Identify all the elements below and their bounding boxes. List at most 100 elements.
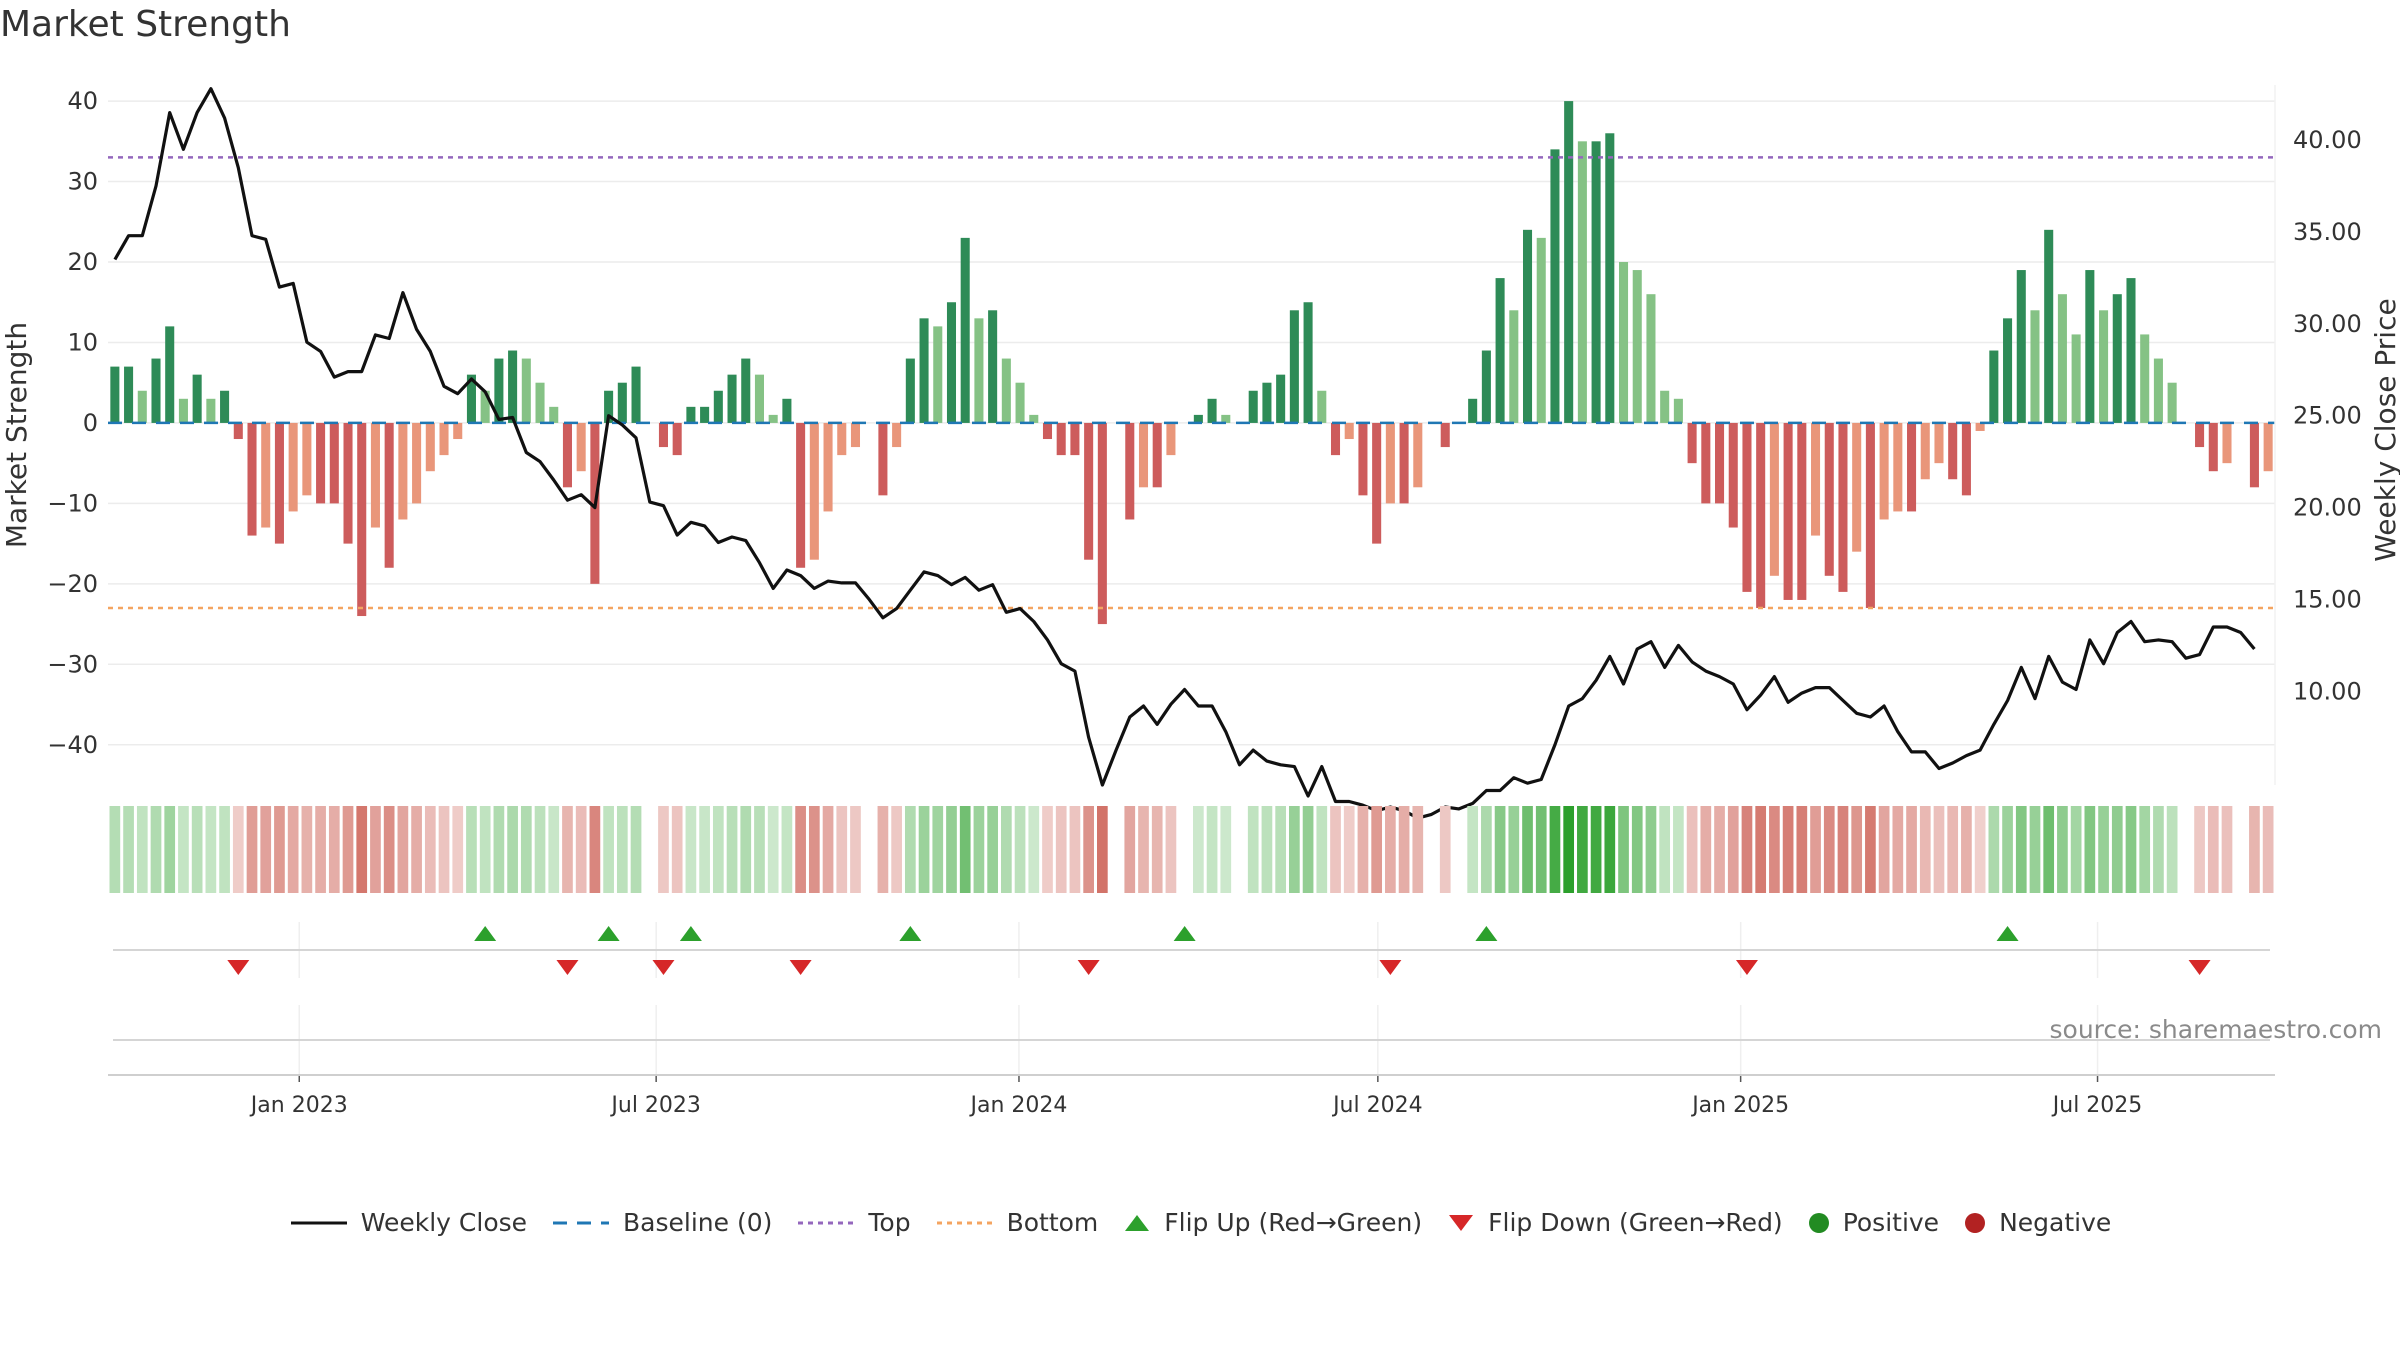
strength-bar bbox=[2003, 318, 2013, 423]
heat-cell bbox=[671, 806, 683, 893]
strength-bar bbox=[1838, 422, 1848, 592]
strength-bar bbox=[247, 422, 257, 536]
heat-cell bbox=[370, 806, 381, 893]
strength-bar bbox=[1715, 422, 1725, 504]
flip-up-marker bbox=[1173, 926, 1196, 941]
strength-bar bbox=[384, 422, 394, 568]
legend-label: Top bbox=[868, 1208, 911, 1237]
strength-bar bbox=[1001, 358, 1011, 423]
heat-cell bbox=[1645, 806, 1657, 893]
heat-cell bbox=[1385, 806, 1396, 893]
strength-bar bbox=[1317, 390, 1327, 423]
heat-cell bbox=[1357, 806, 1369, 893]
flip-down-marker bbox=[789, 960, 812, 975]
strength-bar bbox=[933, 326, 943, 423]
heat-cell bbox=[219, 806, 230, 893]
heat-cell bbox=[1193, 806, 1204, 893]
strength-bar bbox=[1125, 422, 1135, 520]
y2-tick-label: 40.00 bbox=[2293, 126, 2362, 154]
strength-bar bbox=[576, 422, 586, 472]
legend-close-swatch-icon bbox=[290, 1221, 347, 1224]
heat-cell bbox=[1631, 806, 1643, 893]
heat-cell bbox=[2166, 806, 2178, 893]
legend-item-close: Weekly Close bbox=[289, 1208, 527, 1237]
x-tick-label: Jan 2025 bbox=[1690, 1093, 1789, 1118]
heat-cell bbox=[616, 806, 628, 893]
strength-bar bbox=[2222, 422, 2232, 464]
heat-cell bbox=[1590, 806, 1602, 893]
strength-bar bbox=[1550, 149, 1560, 423]
flip-up-marker bbox=[474, 926, 497, 941]
heat-cell bbox=[2153, 806, 2164, 893]
strength-bar bbox=[1015, 382, 1025, 423]
legend-negative-swatch-icon bbox=[1965, 1212, 1986, 1233]
flip-up-marker bbox=[899, 926, 922, 941]
heat-cell bbox=[562, 806, 573, 893]
heat-cell bbox=[1371, 806, 1383, 893]
strength-bar bbox=[1262, 382, 1272, 423]
heat-cell bbox=[1563, 806, 1575, 893]
heat-cell bbox=[123, 806, 134, 893]
strength-bar bbox=[1522, 229, 1533, 423]
y-tick-label: −40 bbox=[47, 731, 98, 759]
chart-legend: Weekly Close Baseline (0) Top Bottom Flip Up… bbox=[0, 1208, 2400, 1237]
strength-bar bbox=[480, 390, 490, 423]
strength-bar bbox=[1248, 390, 1258, 423]
strength-bar bbox=[2249, 422, 2259, 488]
flip-down-marker bbox=[1735, 960, 1758, 975]
strength-bar bbox=[2140, 334, 2150, 423]
legend-flip-up-swatch-icon bbox=[1125, 1214, 1150, 1231]
strength-bar bbox=[1056, 422, 1066, 456]
strength-bar bbox=[1961, 422, 1971, 496]
heat-cell bbox=[1796, 806, 1808, 893]
heat-cell bbox=[2002, 806, 2013, 893]
strength-bar bbox=[343, 422, 353, 544]
strength-bar bbox=[796, 422, 806, 568]
heat-cell bbox=[548, 806, 560, 893]
strength-bar bbox=[439, 422, 449, 456]
strength-bar bbox=[1632, 270, 1642, 423]
strength-bar bbox=[1564, 101, 1574, 423]
strength-bar bbox=[905, 358, 915, 423]
heat-cell bbox=[1686, 806, 1698, 893]
strength-bar bbox=[274, 422, 284, 544]
strength-bar bbox=[1440, 422, 1450, 448]
heat-cell bbox=[479, 806, 491, 893]
strength-bar bbox=[878, 422, 888, 496]
strength-bar bbox=[809, 422, 819, 560]
heat-cell bbox=[1865, 806, 1876, 893]
heat-cell bbox=[411, 806, 422, 893]
strength-bar bbox=[206, 398, 216, 423]
y2-tick-label: 10.00 bbox=[2293, 677, 2362, 705]
heat-cell bbox=[1028, 806, 1040, 893]
heat-cell bbox=[1769, 806, 1780, 893]
strength-bar bbox=[700, 406, 710, 423]
heat-cell bbox=[1151, 806, 1163, 893]
strength-bar bbox=[1783, 422, 1793, 600]
strength-bar bbox=[1084, 422, 1094, 560]
heat-cell bbox=[232, 806, 244, 893]
strength-bar bbox=[494, 358, 504, 423]
heat-cell bbox=[781, 806, 793, 893]
strength-bar bbox=[2085, 270, 2095, 423]
heat-cell bbox=[466, 806, 477, 893]
legend-item-positive: Positive bbox=[1807, 1208, 1939, 1237]
legend-item-negative: Negative bbox=[1963, 1208, 2111, 1237]
heat-cell bbox=[1714, 806, 1725, 893]
strength-bar bbox=[713, 390, 723, 423]
strength-bar bbox=[1687, 422, 1697, 464]
heat-cell bbox=[1577, 806, 1588, 893]
strength-bar bbox=[1344, 422, 1354, 440]
y2-tick-label: 25.00 bbox=[2293, 402, 2362, 430]
heat-cell bbox=[328, 806, 340, 893]
heat-cell bbox=[1055, 806, 1067, 893]
strength-bar bbox=[617, 382, 627, 423]
strength-bar bbox=[1619, 262, 1629, 423]
heat-cell bbox=[1330, 806, 1341, 893]
heat-cell bbox=[1878, 806, 1890, 893]
strength-bar bbox=[2153, 358, 2163, 423]
strength-bar bbox=[1893, 422, 1903, 512]
strength-bar bbox=[919, 318, 929, 423]
strength-bar bbox=[1221, 414, 1231, 423]
heat-cell bbox=[1837, 806, 1849, 893]
